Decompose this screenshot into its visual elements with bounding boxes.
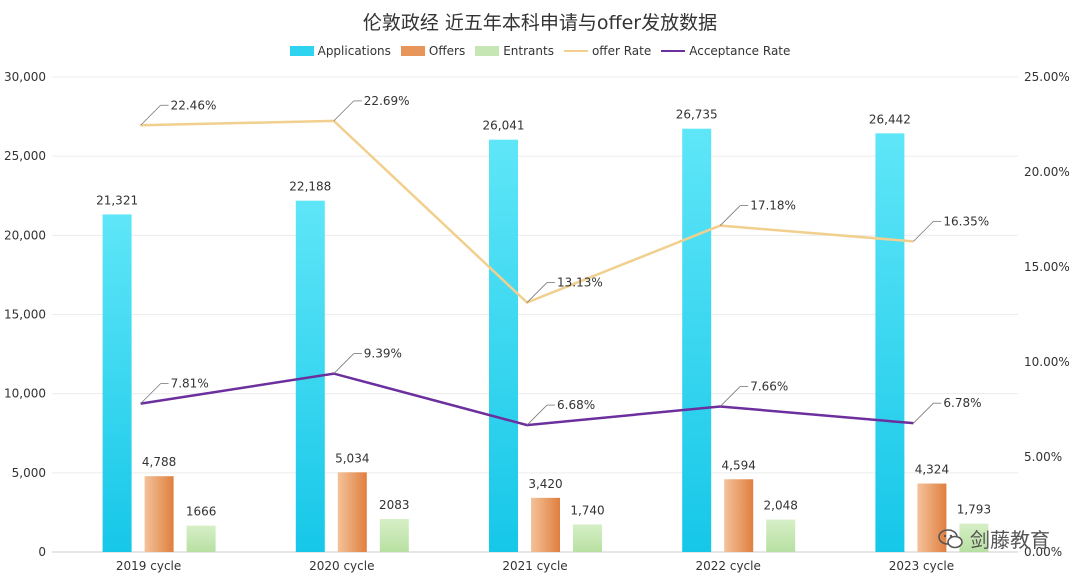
- bar-applications: [875, 133, 905, 552]
- line-data-label: 17.18%: [750, 199, 796, 213]
- legend-swatch: [475, 46, 500, 56]
- bar-entrants: [379, 519, 409, 552]
- bar-applications: [102, 214, 132, 553]
- data-label: 4,324: [915, 463, 949, 477]
- y-tick-label-right: 20.00%: [1024, 165, 1070, 179]
- y-tick-label-left: 30,000: [4, 70, 46, 84]
- legend-label: Offers: [428, 44, 466, 58]
- bar-offers: [531, 497, 560, 552]
- bar-entrants: [573, 524, 602, 552]
- y-tick-label-right: 5.00%: [1024, 450, 1062, 464]
- x-tick-label: 2022 cycle: [696, 559, 761, 573]
- legend-item: Acceptance Rate: [661, 44, 790, 58]
- x-tick-label: 2021 cycle: [502, 559, 567, 573]
- y-tick-label-right: 15.00%: [1024, 260, 1070, 274]
- data-label: 3,420: [528, 477, 562, 491]
- leader-line: [913, 402, 934, 424]
- bar-applications: [489, 139, 518, 552]
- data-label: 4,594: [722, 458, 756, 472]
- bar-entrants: [766, 519, 796, 552]
- legend-item: Applications: [289, 44, 391, 58]
- leader-line: [333, 100, 355, 122]
- leader-line: [526, 282, 548, 303]
- bar-offers: [144, 476, 174, 552]
- legend-label: Applications: [317, 44, 391, 58]
- legend-label: Acceptance Rate: [689, 44, 791, 58]
- legend-label: offer Rate: [591, 44, 652, 58]
- bar-applications: [682, 128, 712, 552]
- leader-line: [913, 221, 934, 242]
- data-label: 26,735: [676, 108, 718, 122]
- x-tick-label: 2019 cycle: [116, 559, 181, 573]
- data-label: 1,740: [570, 503, 604, 517]
- line-data-label: 13.13%: [557, 276, 603, 290]
- line-data-label: 22.46%: [171, 98, 217, 112]
- data-label: 21,321: [96, 193, 138, 207]
- legend-item: Offers: [400, 44, 466, 58]
- y-tick-label-right: 0.00%: [1024, 545, 1062, 559]
- data-label: 2083: [379, 498, 410, 512]
- leader-line: [140, 104, 161, 126]
- data-label: 1,793: [957, 503, 991, 517]
- y-tick-label-left: 10,000: [4, 387, 46, 401]
- legend-swatch: [661, 50, 686, 52]
- line-data-label: 7.66%: [750, 379, 788, 393]
- data-label: 22,188: [289, 180, 331, 194]
- x-tick-label: 2020 cycle: [309, 559, 374, 573]
- data-label: 26,041: [483, 119, 525, 133]
- y-tick-label-right: 25.00%: [1024, 70, 1070, 84]
- y-tick-label-left: 20,000: [4, 228, 46, 242]
- y-tick-label-left: 5,000: [12, 466, 46, 480]
- legend-item: offer Rate: [563, 44, 652, 58]
- legend-swatch: [400, 46, 425, 56]
- brand-logo: 剑藤教育: [938, 524, 1050, 553]
- legend-swatch: [289, 46, 314, 56]
- leader-line: [333, 353, 355, 374]
- y-tick-label-left: 15,000: [4, 308, 46, 322]
- chart-title: 伦敦政经 近五年本科申请与offer发放数据: [362, 12, 718, 34]
- line-acceptance-rate: [140, 372, 914, 427]
- bar-offers: [337, 472, 367, 552]
- bar-entrants: [186, 525, 216, 552]
- data-label: 5,034: [335, 451, 369, 465]
- leader-line: [140, 383, 161, 404]
- leader-line: [719, 386, 741, 407]
- line-data-label: 16.35%: [943, 214, 989, 228]
- data-label: 26,442: [869, 112, 911, 126]
- y-tick-label-right: 10.00%: [1024, 355, 1070, 369]
- x-tick-label: 2023 cycle: [889, 559, 954, 573]
- leader-line: [719, 205, 741, 226]
- legend-label: Entrants: [503, 44, 554, 58]
- data-label: 4,788: [142, 455, 176, 469]
- leader-line: [526, 404, 548, 426]
- y-tick-label-left: 25,000: [4, 149, 46, 163]
- legend-swatch: [563, 50, 588, 52]
- brand-name: 剑藤教育: [970, 528, 1050, 552]
- line-data-label: 6.78%: [943, 396, 981, 410]
- bar-offers: [724, 479, 754, 552]
- wechat-icon: [938, 528, 963, 548]
- line-data-label: 9.39%: [364, 347, 402, 361]
- data-label: 2,048: [764, 499, 798, 513]
- data-label: 1666: [186, 505, 217, 519]
- bar-entrants: [959, 523, 989, 552]
- legend-item: Entrants: [475, 44, 554, 58]
- line-data-label: 22.69%: [364, 94, 410, 108]
- chart-legend: Applications Offers Entrants offer Rate Acce…: [0, 44, 1080, 58]
- line-offer-rate: [140, 119, 914, 304]
- y-tick-label-left: 0: [38, 545, 46, 559]
- line-data-label: 7.81%: [171, 377, 209, 391]
- line-data-label: 6.68%: [557, 398, 595, 412]
